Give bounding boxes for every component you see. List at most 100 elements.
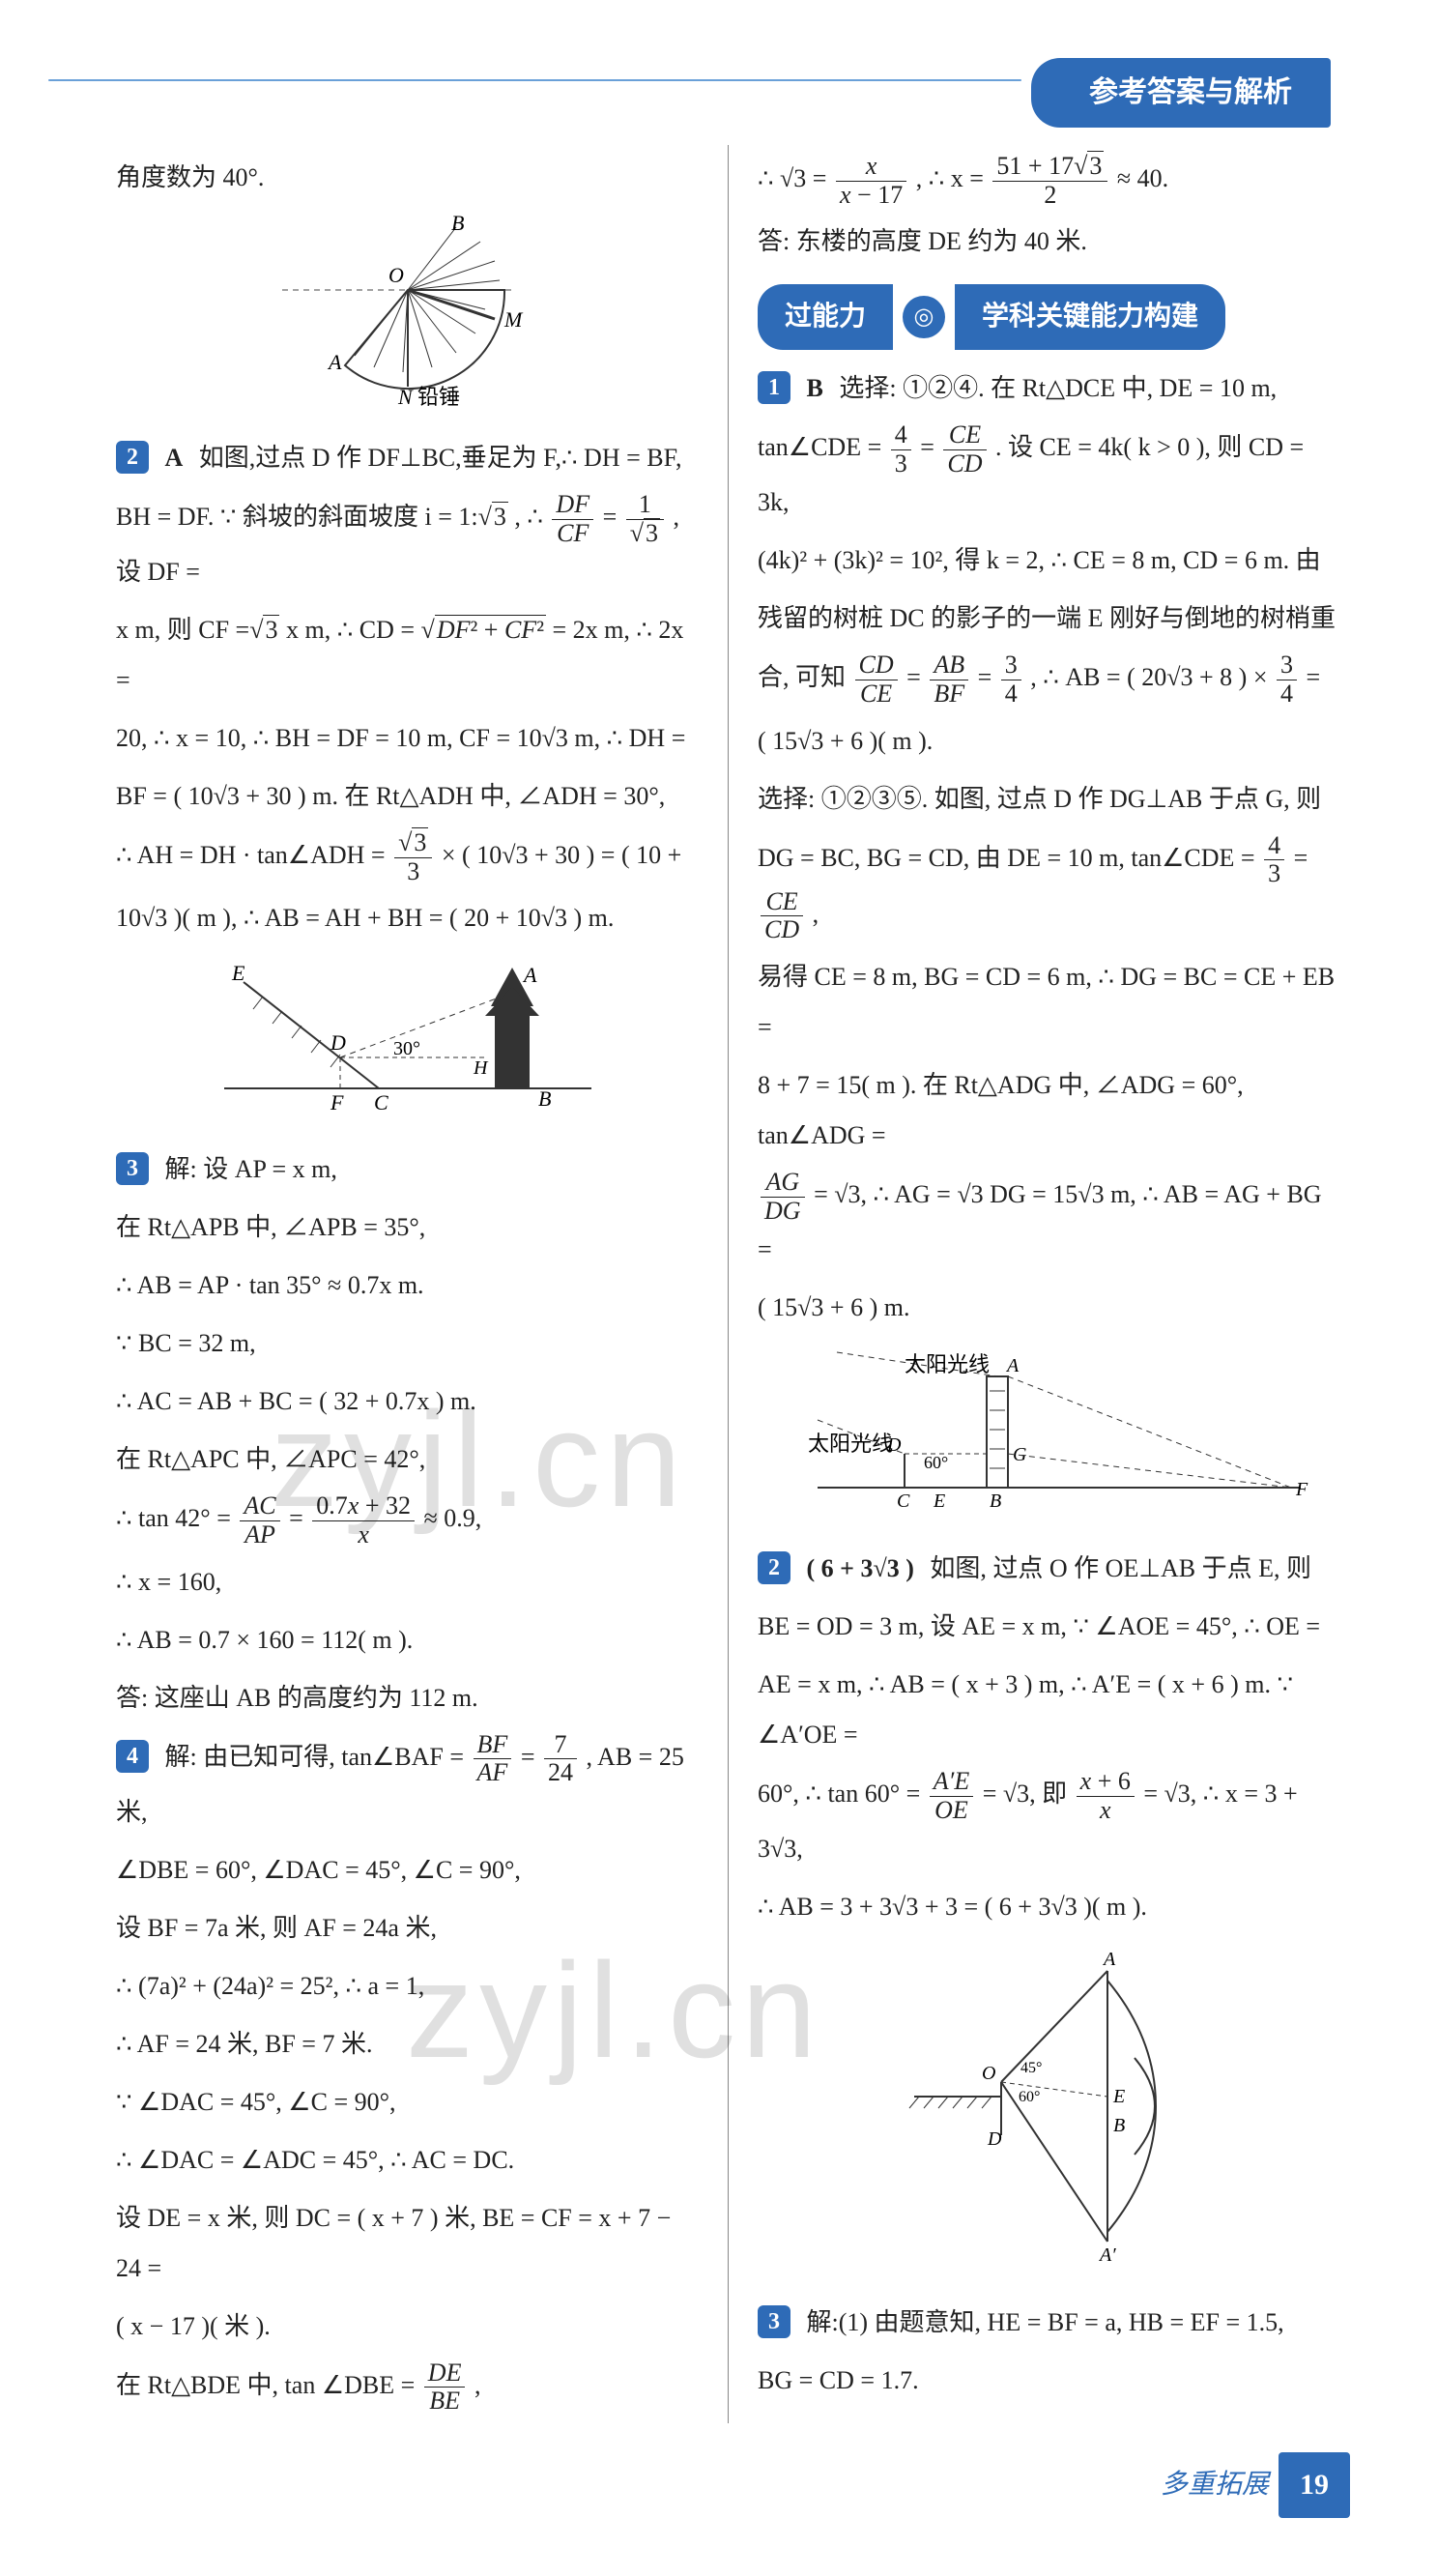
right-column: ∴ √3 = xx − 17 , ∴ x = 51 + 1732 ≈ 40. 答… — [729, 145, 1369, 2423]
q3-l1: 3 解: 设 AP = x m, — [116, 1144, 699, 1195]
q2-l2: BH = DF. ∵ 斜坡的斜面坡度 i = 1:3 , ∴ DFCF = 13… — [116, 491, 699, 597]
svg-text:G: G — [1013, 1444, 1027, 1465]
l-line1: 角度数为 40°. — [116, 153, 699, 203]
svg-text:O: O — [388, 263, 404, 287]
q4-l8: 设 DE = x 米, 则 DC = ( x + 7 ) 米, BE = CF … — [116, 2193, 699, 2294]
q4-l3: 设 BF = 7a 米, 则 AF = 24a 米, — [116, 1903, 699, 1954]
rq1-l12: ( 15√3 + 6 ) m. — [758, 1283, 1340, 1333]
q3-l3: ∴ AB = AP · tan 35° ≈ 0.7x m. — [116, 1260, 699, 1311]
q2-l3: x m, 则 CF =3 x m, ∴ CD = DF² + CF² = 2x … — [116, 605, 699, 706]
rq1-l10: 8 + 7 = 15( m ). 在 Rt△ADG 中, ∠ADG = 60°,… — [758, 1060, 1340, 1161]
svg-text:30°: 30° — [393, 1038, 420, 1059]
q4-l6: ∵ ∠DAC = 45°, ∠C = 90°, — [116, 2077, 699, 2127]
ability-banner: 过能力 ◎ 学科关键能力构建 — [758, 284, 1340, 350]
rq1-ans: B — [807, 374, 823, 402]
rq1-l9: 易得 CE = 8 m, BG = CD = 6 m, ∴ DG = BC = … — [758, 952, 1340, 1053]
svg-text:B: B — [451, 213, 464, 235]
q3-l6: 在 Rt△APC 中, ∠APC = 42°, — [116, 1434, 699, 1485]
svg-text:太阳光线: 太阳光线 — [808, 1432, 893, 1456]
rq1-l5: 合, 可知 CDCE = ABBF = 34 , ∴ AB = ( 20√3 +… — [758, 651, 1340, 708]
banner-pill: 过能力 — [758, 284, 893, 350]
svg-text:D: D — [987, 2128, 1002, 2150]
q2-badge: 2 — [116, 441, 149, 474]
page: 参考答案与解析 角度数为 40°. — [0, 0, 1437, 2576]
rq3-l2: BG = CD = 1.7. — [758, 2356, 1340, 2406]
svg-text:45°: 45° — [1020, 2060, 1042, 2076]
rq2-l2: BE = OD = 3 m, 设 AE = x m, ∵ ∠AOE = 45°,… — [758, 1602, 1340, 1652]
rq2-l1: 2 ( 6 + 3√3 ) 如图, 过点 O 作 OE⊥AB 于点 E, 则 — [758, 1544, 1340, 1594]
q2-l5: BF = ( 10√3 + 30 ) m. 在 Rt△ADH 中, ∠ADH =… — [116, 771, 699, 822]
svg-text:A: A — [1102, 1949, 1116, 1970]
rq1-l2: tan∠CDE = 43 = CECD . 设 CE = 4k( k > 0 )… — [758, 421, 1340, 528]
protractor-svg: B O M A N 铅锤 — [263, 213, 553, 406]
svg-text:B: B — [1113, 2115, 1125, 2136]
svg-text:F: F — [1295, 1479, 1308, 1500]
svg-text:60°: 60° — [1019, 2089, 1040, 2105]
q3-l7: ∴ tan 42° = ACAP = 0.7x + 32x ≈ 0.9, — [116, 1492, 699, 1548]
svg-text:E: E — [1112, 2086, 1125, 2107]
q3-l8: ∴ x = 160, — [116, 1557, 699, 1607]
q2-l4: 20, ∴ x = 10, ∴ BH = DF = 10 m, CF = 10√… — [116, 713, 699, 764]
q4-l10: 在 Rt△BDE 中, tan ∠DBE = DEBE , — [116, 2359, 699, 2416]
svg-text:A: A — [327, 350, 342, 374]
slope-svg: E D A 30° H B F C — [205, 953, 611, 1117]
svg-text:F: F — [330, 1090, 344, 1114]
q4-l9: ( x − 17 )( 米 ). — [116, 2301, 699, 2352]
q3-l5: ∴ AC = AB + BC = ( 32 + 0.7x ) m. — [116, 1376, 699, 1427]
svg-text:E: E — [231, 961, 245, 985]
q3-l2: 在 Rt△APB 中, ∠APB = 35°, — [116, 1202, 699, 1253]
header-rule — [48, 79, 1021, 81]
q4-l4: ∴ (7a)² + (24a)² = 25², ∴ a = 1, — [116, 1961, 699, 2012]
left-column: 角度数为 40°. — [87, 145, 729, 2423]
sun-svg: 太阳光线 太阳光线 A D 60° G C E B F — [779, 1343, 1320, 1517]
page-footer: 多重拓展 19 — [87, 2452, 1369, 2518]
svg-text:D: D — [330, 1030, 346, 1055]
q4-l1: 4 解: 由已知可得, tan∠BAF = BFAF = 724 , AB = … — [116, 1731, 699, 1838]
rq3-l1: 3 解:(1) 由题意知, HE = BF = a, HB = EF = 1.5… — [758, 2298, 1340, 2348]
page-header: 参考答案与解析 — [87, 58, 1369, 126]
svg-text:A: A — [1005, 1355, 1020, 1376]
figure-protractor: B O M A N 铅锤 — [116, 213, 699, 423]
svg-text:M: M — [503, 307, 524, 332]
svg-text:H: H — [473, 1057, 489, 1079]
svg-text:太阳光线: 太阳光线 — [905, 1352, 990, 1376]
svg-text:铅锤: 铅锤 — [417, 385, 460, 406]
rq2-l5: ∴ AB = 3 + 3√3 + 3 = ( 6 + 3√3 )( m ). — [758, 1882, 1340, 1932]
footer-page: 19 — [1279, 2452, 1350, 2518]
q2-ans: A — [165, 444, 184, 472]
rq1-l11: AGDG = √3, ∴ AG = √3 DG = 15√3 m, ∴ AB =… — [758, 1169, 1340, 1275]
rq1-l3: (4k)² + (3k)² = 10², 得 k = 2, ∴ CE = 8 m… — [758, 535, 1340, 586]
rq1-l8: DG = BC, BG = CD, 由 DE = 10 m, tan∠CDE =… — [758, 832, 1340, 944]
figure-slope-pagoda: E D A 30° H B F C — [116, 953, 699, 1135]
q3-badge: 3 — [116, 1152, 149, 1185]
svg-text:B: B — [990, 1491, 1001, 1512]
svg-text:C: C — [374, 1090, 388, 1114]
columns: 角度数为 40°. — [87, 145, 1369, 2423]
rq2-l3: AE = x m, ∴ AB = ( x + 3 ) m, ∴ A′E = ( … — [758, 1660, 1340, 1760]
svg-text:C: C — [897, 1491, 910, 1512]
footer-label: 多重拓展 — [1161, 2458, 1269, 2512]
refl-svg: A O 45° 60° E B D A′ — [885, 1942, 1214, 2271]
figure-sunlight: 太阳光线 太阳光线 A D 60° G C E B F — [758, 1343, 1340, 1534]
svg-text:D: D — [886, 1434, 902, 1456]
q2-l1: 2 A 如图,过点 D 作 DF⊥BC,垂足为 F,∴ DH = BF, — [116, 433, 699, 483]
svg-text:O: O — [982, 2063, 995, 2084]
q3-l4: ∵ BC = 32 m, — [116, 1318, 699, 1369]
rq1-l1: 1 B 选择: ①②④. 在 Rt△DCE 中, DE = 10 m, — [758, 363, 1340, 414]
svg-text:E: E — [933, 1491, 945, 1512]
r-top-l1: ∴ √3 = xx − 17 , ∴ x = 51 + 1732 ≈ 40. — [758, 153, 1340, 209]
figure-reflection: A O 45° 60° E B D A′ — [758, 1942, 1340, 2288]
rq1-l4: 残留的树桩 DC 的影子的一端 E 刚好与倒地的树梢重 — [758, 593, 1340, 644]
q4-l5: ∴ AF = 24 米, BF = 7 米. — [116, 2019, 699, 2069]
q2-l7: 10√3 )( m ), ∴ AB = AH + BH = ( 20 + 10√… — [116, 893, 699, 943]
rq1-l7: 选择: ①②③⑤. 如图, 过点 D 作 DG⊥AB 于点 G, 则 — [758, 774, 1340, 825]
q3-l9: ∴ AB = 0.7 × 160 = 112( m ). — [116, 1615, 699, 1665]
banner-rest: 学科关键能力构建 — [955, 284, 1225, 350]
rq1-l6: ( 15√3 + 6 )( m ). — [758, 716, 1340, 767]
rq1-badge: 1 — [758, 371, 790, 404]
q2-l6: ∴ AH = DH · tan∠ADH = 33 × ( 10√3 + 30 )… — [116, 829, 699, 885]
rq2-ans: ( 6 + 3√3 ) — [807, 1554, 914, 1582]
q4-l2: ∠DBE = 60°, ∠DAC = 45°, ∠C = 90°, — [116, 1845, 699, 1896]
rq3-badge: 3 — [758, 2305, 790, 2338]
q4-l7: ∴ ∠DAC = ∠ADC = 45°, ∴ AC = DC. — [116, 2135, 699, 2185]
